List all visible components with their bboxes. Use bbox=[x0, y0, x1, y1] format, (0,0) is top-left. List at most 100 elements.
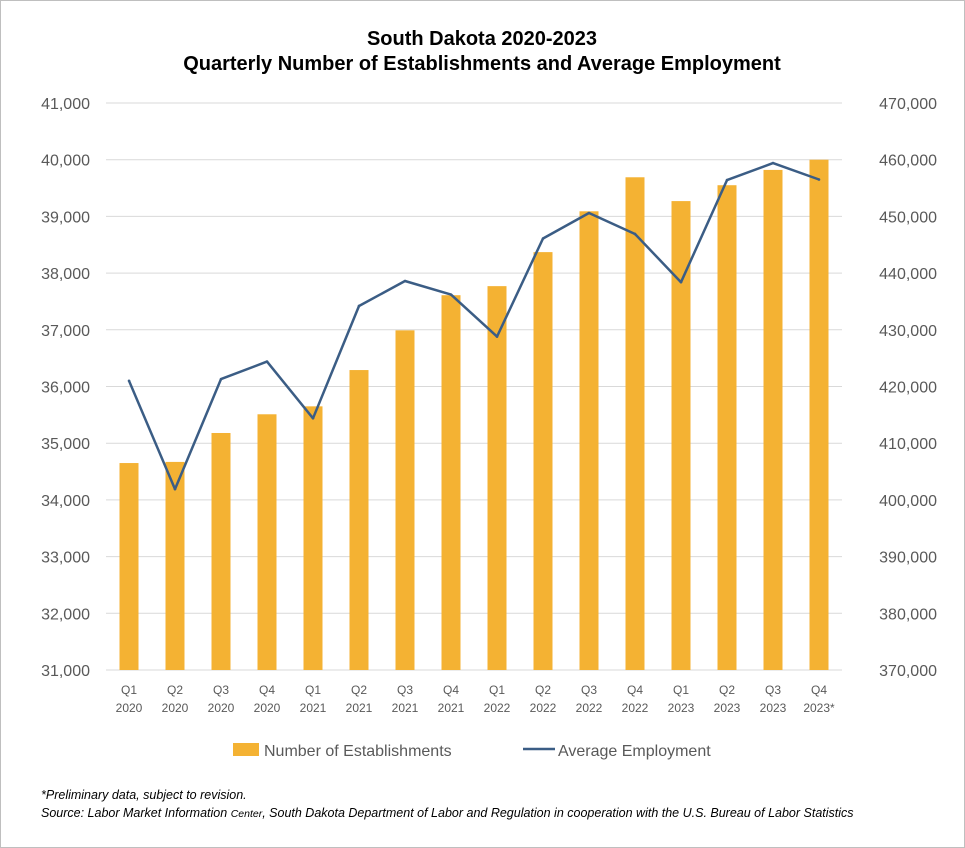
x-tick-quarter: Q1 bbox=[489, 683, 505, 697]
right-tick-label: 380,000 bbox=[879, 606, 937, 623]
legend-establishments-label: Number of Establishments bbox=[264, 743, 452, 760]
x-tick-year: 2020 bbox=[162, 701, 189, 715]
employment-point bbox=[311, 416, 315, 420]
x-tick-year: 2020 bbox=[116, 701, 143, 715]
preliminary-note: *Preliminary data, subject to revision. bbox=[41, 788, 247, 802]
establishments-bar bbox=[809, 159, 829, 670]
employment-point bbox=[173, 487, 177, 491]
right-tick-label: 440,000 bbox=[879, 266, 937, 283]
x-tick-quarter: Q2 bbox=[719, 683, 735, 697]
legend-employment-label: Average Employment bbox=[558, 743, 711, 760]
employment-point bbox=[219, 377, 223, 381]
establishments-bar bbox=[625, 177, 645, 671]
chart-title-line-2: Quarterly Number of Establishments and A… bbox=[183, 53, 781, 75]
establishments-bar bbox=[441, 295, 461, 670]
employment-point bbox=[449, 293, 453, 296]
x-tick-year: 2020 bbox=[208, 701, 235, 715]
right-tick-label: 430,000 bbox=[879, 323, 937, 340]
employment-point bbox=[541, 237, 545, 240]
employment-series-line bbox=[127, 161, 820, 491]
x-tick-year: 2021 bbox=[438, 701, 465, 715]
x-tick-year: 2022 bbox=[622, 701, 649, 715]
left-tick-label: 34,000 bbox=[41, 493, 90, 510]
employment-point bbox=[587, 211, 591, 215]
left-tick-label: 31,000 bbox=[41, 663, 90, 680]
employment-point bbox=[725, 178, 729, 182]
employment-line bbox=[127, 161, 821, 491]
employment-point bbox=[771, 161, 775, 165]
x-axis-ticks: Q1 2020 Q2 2020 Q3 2020 Q4 2020 Q1 2021 Q2 2021 Q3 20… bbox=[116, 683, 835, 715]
source-prefix: Source: Labor Market Information bbox=[41, 806, 231, 820]
x-tick-year: 2021 bbox=[346, 701, 373, 715]
left-tick-label: 40,000 bbox=[41, 153, 90, 170]
establishments-bar bbox=[533, 252, 553, 670]
right-tick-label: 400,000 bbox=[879, 493, 937, 510]
x-tick-quarter: Q1 bbox=[305, 683, 321, 697]
left-tick-label: 33,000 bbox=[41, 550, 90, 567]
employment-point bbox=[495, 335, 499, 338]
employment-point bbox=[357, 304, 361, 308]
establishments-bar bbox=[763, 169, 783, 670]
employment-point bbox=[817, 178, 821, 181]
establishments-bar bbox=[211, 432, 231, 670]
chart-title-line-1: South Dakota 2020-2023 bbox=[367, 28, 597, 50]
establishments-bar bbox=[119, 463, 139, 670]
x-tick-quarter: Q1 bbox=[121, 683, 137, 697]
source-center: Center bbox=[230, 808, 263, 820]
x-tick-year: 2021 bbox=[300, 701, 327, 715]
x-tick-quarter: Q3 bbox=[397, 683, 413, 697]
establishments-bar bbox=[349, 370, 369, 670]
x-tick-quarter: Q4 bbox=[259, 683, 275, 697]
right-tick-label: 390,000 bbox=[879, 550, 937, 567]
left-axis-ticks: 31,000 32,000 33,000 34,000 35,000 36,000 37,0… bbox=[41, 96, 90, 680]
x-tick-quarter: Q2 bbox=[167, 683, 183, 697]
employment-point bbox=[127, 379, 131, 383]
employment-point bbox=[679, 280, 683, 284]
x-tick-year: 2022 bbox=[576, 701, 603, 715]
establishments-bar bbox=[165, 461, 185, 670]
establishments-bar bbox=[717, 185, 737, 670]
left-tick-label: 35,000 bbox=[41, 436, 90, 453]
establishments-bar bbox=[395, 330, 415, 670]
left-tick-label: 37,000 bbox=[41, 323, 90, 340]
right-tick-label: 420,000 bbox=[879, 380, 937, 397]
right-tick-label: 410,000 bbox=[879, 436, 937, 453]
x-tick-quarter: Q2 bbox=[535, 683, 551, 697]
source-note: Source: Labor Market Information Center,… bbox=[41, 806, 854, 820]
x-tick-quarter: Q4 bbox=[443, 683, 459, 697]
right-tick-label: 450,000 bbox=[879, 209, 937, 226]
x-tick-quarter: Q2 bbox=[351, 683, 367, 697]
source-suffix: , South Dakota Department of Labor and R… bbox=[262, 806, 854, 820]
x-tick-quarter: Q4 bbox=[627, 683, 643, 697]
left-tick-label: 38,000 bbox=[41, 266, 90, 283]
legend: Number of Establishments Average Employme… bbox=[233, 743, 711, 760]
employment-point bbox=[265, 360, 269, 363]
right-tick-label: 370,000 bbox=[879, 663, 937, 680]
x-tick-year: 2021 bbox=[392, 701, 419, 715]
establishments-bars bbox=[119, 159, 829, 671]
right-axis-ticks: 370,000 380,000 390,000 400,000 410,000 420,0… bbox=[879, 96, 937, 680]
employment-point bbox=[403, 279, 407, 283]
right-tick-label: 460,000 bbox=[879, 153, 937, 170]
x-tick-year: 2022 bbox=[530, 701, 557, 715]
x-tick-year: 2023 bbox=[714, 701, 741, 715]
legend-establishments-swatch bbox=[233, 743, 259, 756]
x-tick-quarter: Q3 bbox=[581, 683, 597, 697]
left-tick-label: 41,000 bbox=[41, 96, 90, 113]
x-tick-year: 2023 bbox=[760, 701, 787, 715]
establishments-bar bbox=[487, 286, 507, 670]
x-tick-quarter: Q3 bbox=[765, 683, 781, 697]
left-tick-label: 39,000 bbox=[41, 209, 90, 226]
x-tick-year: 2020 bbox=[254, 701, 281, 715]
right-tick-label: 470,000 bbox=[879, 96, 937, 113]
establishments-bar bbox=[671, 201, 691, 670]
establishments-bar bbox=[257, 414, 277, 670]
employment-point bbox=[633, 232, 637, 236]
x-tick-year: 2023* bbox=[803, 701, 835, 715]
x-tick-year: 2022 bbox=[484, 701, 511, 715]
x-tick-quarter: Q1 bbox=[673, 683, 689, 697]
x-tick-year: 2023 bbox=[668, 701, 695, 715]
x-tick-quarter: Q3 bbox=[213, 683, 229, 697]
